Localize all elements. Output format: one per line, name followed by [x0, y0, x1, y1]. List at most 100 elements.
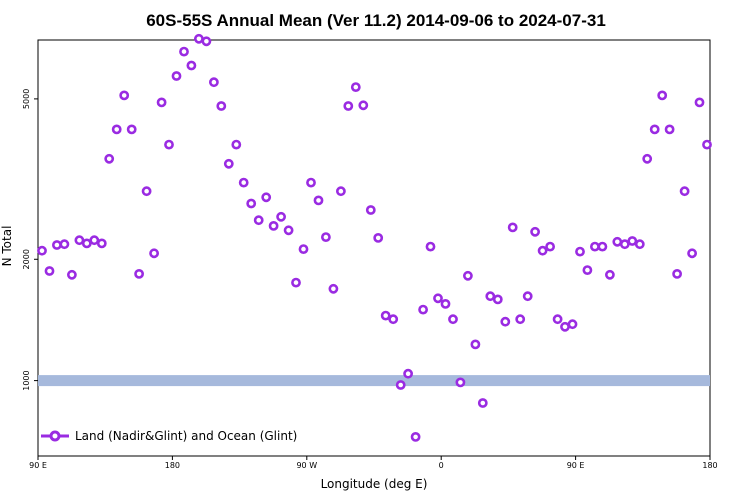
data-point [612, 236, 623, 247]
data-point [545, 241, 555, 252]
data-point [515, 314, 526, 325]
legend-marker [49, 430, 61, 442]
data-point [590, 241, 600, 252]
data-point [74, 235, 85, 246]
data-point [634, 239, 645, 250]
reference-band [38, 375, 710, 387]
data-point [418, 304, 428, 315]
data-point [425, 241, 436, 252]
data-point [672, 268, 682, 279]
data-point [164, 139, 174, 150]
data-point [291, 277, 301, 288]
data-point [567, 319, 578, 330]
data-point [582, 265, 593, 275]
data-point [223, 158, 234, 169]
data-point [171, 71, 182, 81]
data-point [552, 314, 563, 325]
x-tick-label: 180 [702, 461, 717, 470]
data-point [470, 339, 481, 350]
data-point [306, 177, 316, 188]
data-point [575, 246, 585, 257]
data-point [96, 238, 107, 249]
data-point [664, 124, 675, 135]
data-point [335, 186, 346, 197]
x-tick-label: 180 [165, 461, 180, 470]
data-point [694, 97, 705, 108]
legend-label: Land (Nadir&Glint) and Ocean (Glint) [75, 429, 297, 443]
data-point [126, 124, 137, 135]
data-point [67, 269, 77, 280]
data-point [156, 97, 167, 108]
data-point [627, 236, 638, 246]
data-point [328, 283, 339, 294]
data-point [702, 139, 712, 150]
x-axis: 90 E 180 90 W 0 90 E 180 [29, 456, 718, 470]
data-point [208, 77, 219, 88]
data-point [119, 90, 130, 101]
data-point [433, 293, 443, 304]
data-point [537, 245, 548, 256]
data-point [619, 239, 630, 250]
data-point [657, 90, 668, 101]
data-point [216, 101, 227, 111]
data-point [343, 101, 354, 111]
data-point [462, 270, 473, 281]
data-point [373, 232, 384, 243]
x-tick-label: 90 W [296, 461, 317, 470]
data-point [500, 316, 511, 327]
data-point [186, 60, 197, 71]
y-tick-label: 5000 [22, 89, 31, 109]
x-tick-label: 90 E [567, 461, 585, 470]
data-point [44, 266, 55, 276]
plot-area [37, 39, 711, 457]
data-point [134, 268, 144, 279]
data-point [104, 153, 115, 164]
data-point [455, 377, 466, 388]
data-point [395, 380, 406, 390]
y-tick-label: 2000 [22, 249, 31, 269]
data-point [52, 240, 62, 250]
data-point [283, 225, 294, 236]
data-point [141, 186, 152, 197]
data-point [687, 248, 697, 259]
data-point [380, 310, 391, 321]
y-axis-title: N Total [0, 226, 14, 267]
data-point [276, 211, 286, 222]
data-point [507, 222, 518, 233]
data-point [358, 100, 369, 111]
data-points [37, 33, 712, 442]
data-point [231, 139, 242, 150]
data-point [410, 431, 421, 442]
data-point [492, 294, 503, 305]
data-point [111, 124, 122, 135]
chart-title: 60S-55S Annual Mean (Ver 11.2) 2014-09-0… [146, 11, 606, 30]
data-point [403, 368, 413, 379]
x-axis-title: Longitude (deg E) [321, 477, 428, 491]
legend: Land (Nadir&Glint) and Ocean (Glint) [41, 429, 297, 443]
data-point [350, 82, 361, 92]
data-point [679, 186, 690, 197]
data-point [313, 195, 324, 206]
data-point [37, 245, 47, 256]
data-point [642, 153, 653, 164]
data-point [298, 244, 309, 254]
data-point [522, 291, 533, 302]
data-point [365, 205, 376, 215]
data-point [388, 314, 399, 325]
data-point [597, 241, 608, 252]
data-point [477, 398, 488, 408]
data-point [201, 36, 212, 47]
data-point [440, 298, 451, 309]
data-point [238, 177, 249, 188]
data-point [59, 239, 70, 250]
data-point [448, 314, 458, 325]
data-point [605, 269, 615, 280]
data-point [268, 220, 279, 231]
data-point [149, 248, 159, 259]
x-tick-label: 0 [439, 461, 444, 470]
data-point [649, 124, 660, 135]
data-point [179, 46, 189, 57]
y-axis: 1000 2000 5000 [22, 89, 38, 391]
data-point [89, 235, 100, 246]
